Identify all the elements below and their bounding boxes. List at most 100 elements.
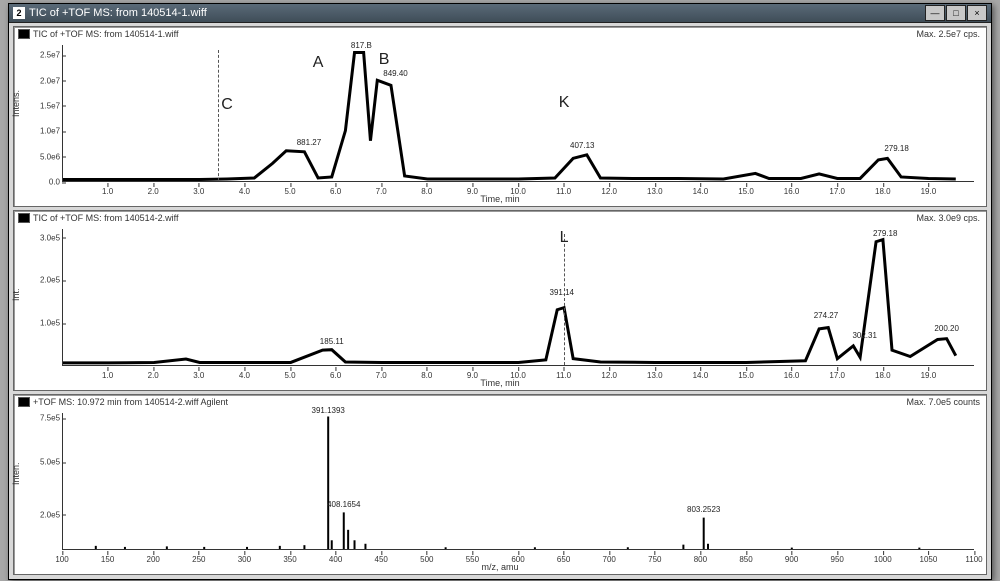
xtick: 2.0 xyxy=(148,187,159,196)
xtick: 3.0 xyxy=(193,187,204,196)
xtick: 18.0 xyxy=(875,187,891,196)
xtick: 400 xyxy=(329,555,342,564)
titlebar[interactable]: 2 TIC of +TOF MS: from 140514-1.wiff — □… xyxy=(9,4,991,23)
panel2-header-text: TIC of +TOF MS: from 140514-2.wiff xyxy=(33,213,178,223)
peak-label: 185.11 xyxy=(320,337,344,346)
panel3-header: +TOF MS: 10.972 min from 140514-2.wiff A… xyxy=(18,397,228,407)
peak-label: 407.13 xyxy=(570,141,594,150)
ytick: 2.0e5 xyxy=(40,510,60,519)
window-controls: — □ × xyxy=(925,5,987,21)
window-number: 2 xyxy=(13,7,25,19)
xtick: 10.0 xyxy=(510,371,526,380)
xtick: 12.0 xyxy=(601,187,617,196)
panel1-swatch xyxy=(18,29,30,39)
xtick: 5.0 xyxy=(284,187,295,196)
xtick: 900 xyxy=(785,555,798,564)
peak-label: 200.20 xyxy=(934,324,958,333)
xtick: 650 xyxy=(557,555,570,564)
panel2-max: Max. 3.0e9 cps. xyxy=(916,213,980,223)
panel2-ylabel: Int. xyxy=(11,288,21,301)
xtick: 11.0 xyxy=(556,187,571,196)
xtick: 1000 xyxy=(874,555,892,564)
xtick: 100 xyxy=(55,555,68,564)
peak-label: 817.B xyxy=(351,41,372,50)
panel3-swatch xyxy=(18,397,30,407)
ytick: 1.0e7 xyxy=(40,127,60,136)
peak-label: 279.18 xyxy=(873,229,897,238)
xtick: 1100 xyxy=(965,555,982,564)
xtick: 16.0 xyxy=(784,371,800,380)
window-title: TIC of +TOF MS: from 140514-1.wiff xyxy=(29,7,207,19)
xtick: 15.0 xyxy=(738,187,754,196)
ytick: 5.0e6 xyxy=(40,152,60,161)
titlebar-caption: 2 TIC of +TOF MS: from 140514-1.wiff xyxy=(13,7,207,19)
panel1-header-text: TIC of +TOF MS: from 140514-1.wiff xyxy=(33,29,178,39)
panel1-max: Max. 2.5e7 cps. xyxy=(916,29,980,39)
xtick: 950 xyxy=(831,555,844,564)
ytick: 7.5e5 xyxy=(40,414,60,423)
annotation-letter: C xyxy=(221,96,233,114)
xtick: 8.0 xyxy=(421,187,432,196)
xtick: 12.0 xyxy=(601,371,617,380)
annotation-letter: A xyxy=(313,54,324,72)
xtick: 4.0 xyxy=(239,187,250,196)
xtick: 800 xyxy=(694,555,707,564)
app-window: 2 TIC of +TOF MS: from 140514-1.wiff — □… xyxy=(8,3,992,580)
xtick: 9.0 xyxy=(467,371,478,380)
cursor-vline xyxy=(564,234,565,365)
ytick: 3.0e5 xyxy=(40,233,60,242)
ytick: 2.0e5 xyxy=(40,276,60,285)
panel1-header: TIC of +TOF MS: from 140514-1.wiff xyxy=(18,29,178,39)
ytick: 2.5e7 xyxy=(40,51,60,60)
cursor-vline xyxy=(218,50,219,181)
xtick: 1.0 xyxy=(102,187,113,196)
xtick: 600 xyxy=(511,555,524,564)
xtick: 1.0 xyxy=(102,371,113,380)
xtick: 500 xyxy=(420,555,433,564)
panel1-plot[interactable]: 881.27817.B849.40407.13279.18ABCK xyxy=(62,45,974,182)
peak-label: 803.2523 xyxy=(687,505,720,514)
xtick: 850 xyxy=(739,555,752,564)
xtick: 200 xyxy=(147,555,160,564)
panel2-swatch xyxy=(18,213,30,223)
xtick: 1050 xyxy=(919,555,937,564)
annotation-letter: L xyxy=(560,229,569,247)
xtick: 7.0 xyxy=(376,187,387,196)
panel3-header-text: +TOF MS: 10.972 min from 140514-2.wiff A… xyxy=(33,397,228,407)
xtick: 18.0 xyxy=(875,371,891,380)
xtick: 4.0 xyxy=(239,371,250,380)
panel1-ylabel: Intens. xyxy=(11,89,21,116)
minimize-button[interactable]: — xyxy=(925,5,945,21)
peak-label: 849.40 xyxy=(383,69,407,78)
xtick: 8.0 xyxy=(421,371,432,380)
xtick: 750 xyxy=(648,555,661,564)
xtick: 19.0 xyxy=(921,187,937,196)
maximize-button[interactable]: □ xyxy=(946,5,966,21)
xtick: 6.0 xyxy=(330,371,341,380)
peak-label: 279.18 xyxy=(884,144,908,153)
xtick: 350 xyxy=(283,555,296,564)
xtick: 11.0 xyxy=(556,371,571,380)
xtick: 550 xyxy=(466,555,479,564)
xtick: 3.0 xyxy=(193,371,204,380)
panel3-max: Max. 7.0e5 counts xyxy=(906,397,980,407)
panel-chrom-2[interactable]: TIC of +TOF MS: from 140514-2.wiff Max. … xyxy=(13,210,987,391)
panel2-header: TIC of +TOF MS: from 140514-2.wiff xyxy=(18,213,178,223)
panel-spectrum[interactable]: +TOF MS: 10.972 min from 140514-2.wiff A… xyxy=(13,394,987,575)
panel3-plot[interactable]: 391.1393408.1654803.2523 xyxy=(62,413,974,550)
xtick: 14.0 xyxy=(693,371,709,380)
peak-label: 391.1393 xyxy=(312,406,345,415)
ytick: 2.0e7 xyxy=(40,76,60,85)
ytick: 5.0e5 xyxy=(40,458,60,467)
peak-label: 302.31 xyxy=(852,331,876,340)
xtick: 17.0 xyxy=(829,371,845,380)
panel-chrom-1[interactable]: TIC of +TOF MS: from 140514-1.wiff Max. … xyxy=(13,26,987,207)
xtick: 16.0 xyxy=(784,187,800,196)
xtick: 15.0 xyxy=(738,371,754,380)
xtick: 7.0 xyxy=(376,371,387,380)
ytick: 1.0e5 xyxy=(40,319,60,328)
close-button[interactable]: × xyxy=(967,5,987,21)
xtick: 150 xyxy=(101,555,114,564)
panel2-plot[interactable]: 185.11391.14274.27302.31279.18200.20L xyxy=(62,229,974,366)
ytick: 0.0 xyxy=(40,178,60,187)
